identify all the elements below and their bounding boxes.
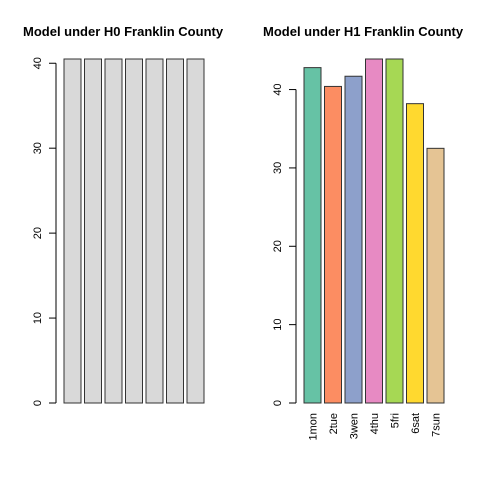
bar-1mon (63, 58, 82, 404)
bar-4thu (365, 58, 383, 404)
bar-6sat (166, 58, 184, 404)
chart-panel-h1: Model under H1 Franklin County 0 10 20 30 40 1… (263, 24, 464, 441)
y-tick-label: 0 (32, 400, 44, 406)
y-tick-label: 40 (272, 83, 284, 95)
y-tick-label: 20 (272, 240, 284, 252)
bar-4thu (125, 58, 143, 404)
bar-7sun (426, 147, 445, 404)
bar-3wen (104, 58, 123, 404)
x-category-label: 3wen (349, 413, 361, 439)
bar-7sun (186, 58, 205, 404)
bar-3wen (344, 75, 363, 404)
bar-5fri (145, 58, 164, 404)
y-tick-label: 10 (272, 319, 284, 331)
chart-title-wrapper: Model under H0 Franklin County (23, 24, 224, 39)
y-tick-label: 40 (32, 57, 44, 69)
chart-title: Model under H0 Franklin County (23, 24, 224, 39)
bar-1mon (303, 67, 322, 404)
x-category-label: 2tue (328, 413, 340, 434)
y-tick-label: 30 (32, 142, 44, 154)
x-category-label: 1mon (308, 413, 320, 441)
y-tick-label: 10 (32, 312, 44, 324)
bar-5fri (385, 58, 404, 404)
y-tick-label: 0 (272, 400, 284, 406)
y-tick-label: 30 (272, 162, 284, 174)
x-category-label: 6sat (410, 413, 422, 434)
x-category-label: 7sun (431, 413, 443, 437)
y-tick-label: 20 (32, 227, 44, 239)
bar-6sat (406, 103, 424, 404)
x-category-label: 5fri (390, 413, 402, 428)
chart-title-wrapper: Model under H1 Franklin County (263, 24, 464, 39)
bar-2tue (84, 58, 102, 404)
chart-title: Model under H1 Franklin County (263, 24, 464, 39)
chart-panel-h0: Model under H0 Franklin County 0 10 20 30 40 (23, 24, 224, 406)
x-category-label: 4thu (369, 413, 381, 434)
bar-2tue (324, 85, 342, 404)
